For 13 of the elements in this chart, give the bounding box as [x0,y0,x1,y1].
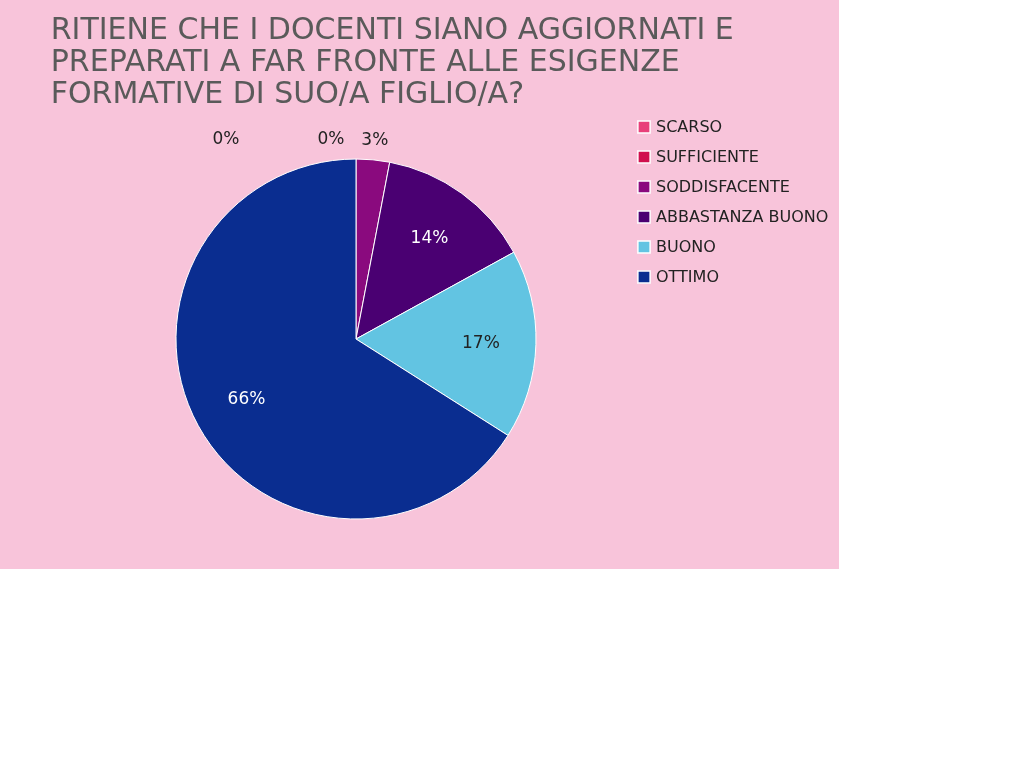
data-label: 3% [361,128,389,149]
legend-label: SODDISFACENTE [656,177,790,196]
text: 0% [317,128,345,148]
legend-label: BUONO [656,237,716,256]
data-label: 66% [227,388,266,409]
chart-title: RITIENE CHE I DOCENTI SIANO AGGIORNATI E PREPARATI A FAR FRONTE ALLE ESIGENZE FORMATIVE DI SUO/A FIGLIO/A? [50,11,734,110]
data-label: 17% [462,331,500,352]
legend-label: OTTIMO [656,267,719,286]
legend-label: SUFFICIENTE [656,147,759,166]
legend-label: SCARSO [656,117,723,136]
legend-label: ABBASTANZA BUONO [656,207,829,226]
text: 0% [212,128,240,148]
data-label: 14% [410,226,449,247]
